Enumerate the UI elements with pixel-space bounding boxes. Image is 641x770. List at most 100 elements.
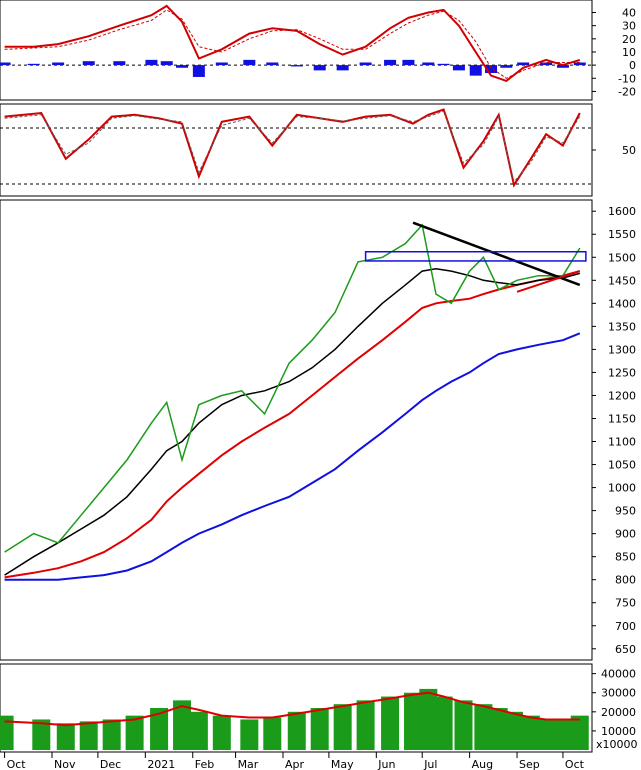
price-tick-label: 1550 (608, 228, 636, 241)
macd-histogram-bar (540, 62, 553, 66)
price-frame (0, 199, 593, 661)
macd-histogram-bar (176, 65, 189, 68)
macd-histogram-bar (27, 63, 40, 66)
oscillator-panel: 50 (0, 103, 636, 197)
oscillator-tick-label: 50 (622, 144, 636, 157)
macd-tick-label: 40 (622, 7, 636, 20)
price-tick-label: 1150 (608, 412, 636, 425)
macd-line (4, 4, 581, 83)
volume-bar (474, 704, 493, 750)
volume-tick-label: 10000 (601, 725, 636, 738)
price-tick-label: 1350 (608, 320, 636, 333)
x-axis: Oct Nov Dec 2021 Feb Mar Apr May Jun Jul Aug Sep Oct (4, 752, 585, 770)
price-tick-label: 1100 (608, 436, 636, 449)
x-tick-label: Jun (377, 758, 395, 770)
macd-tick-label: -20 (618, 85, 636, 98)
volume-bar (434, 696, 453, 750)
price-tick-label: 800 (615, 574, 636, 587)
x-tick-label: Feb (195, 758, 214, 770)
support-trendline (516, 270, 581, 293)
price-tick-label: 750 (615, 597, 636, 610)
macd-histogram-bar (160, 61, 173, 66)
x-tick-label: Nov (54, 758, 76, 770)
macd-histogram-bar (422, 62, 435, 66)
price-tick-label: 950 (615, 505, 636, 518)
volume-bar (287, 711, 306, 750)
macd-histogram (0, 59, 592, 77)
macd-histogram-bar (113, 61, 126, 66)
volume-tick-label: 20000 (601, 706, 636, 719)
macd-histogram-bar (485, 65, 498, 74)
macd-histogram-bar (243, 59, 256, 66)
volume-bar (570, 715, 589, 750)
price-tick-label: 650 (615, 643, 636, 656)
volume-bar (553, 719, 572, 750)
price-line (4, 223, 581, 553)
price-tick-label: 900 (615, 528, 636, 541)
volume-bar (125, 715, 144, 750)
volume-ma-line (4, 691, 580, 727)
volume-bar (404, 692, 423, 750)
volume-bar (189, 711, 208, 750)
volume-bar (489, 708, 508, 750)
volume-bar (537, 719, 556, 750)
macd-tick-label: 30 (622, 20, 636, 33)
x-tick-label: Apr (285, 758, 305, 770)
x-tick-label: May (331, 758, 354, 770)
volume-bar (56, 723, 75, 750)
volume-bar (32, 719, 51, 750)
price-tick-label: 850 (615, 551, 636, 564)
x-tick-label: Mar (238, 758, 259, 770)
x-tick-label: Oct (7, 758, 27, 770)
price-tick-label: 1400 (608, 297, 636, 310)
ma-50-line (4, 268, 580, 576)
volume-bar (310, 708, 329, 750)
macd-tick-label: -10 (618, 72, 636, 85)
macd-histogram-bar (452, 65, 465, 71)
price-tick-label: 1050 (608, 459, 636, 472)
volume-bar (419, 688, 438, 750)
volume-bar (102, 719, 121, 750)
volume-bar (521, 715, 540, 750)
volume-bar (263, 717, 282, 750)
volume-bars (0, 688, 589, 750)
volume-bar (240, 719, 259, 750)
macd-lines (4, 4, 581, 83)
price-tick-label: 1200 (608, 389, 636, 402)
volume-panel: 40000 30000 20000 10000 x10000 (0, 663, 638, 753)
volume-bar (212, 715, 231, 750)
resistance-trendline (412, 221, 581, 287)
volume-y-axis: 40000 30000 20000 10000 (592, 668, 636, 738)
x-tick-label: 2021 (147, 758, 175, 770)
macd-signal-line (4, 9, 580, 79)
volume-average-line (4, 691, 580, 727)
volume-bar (454, 700, 473, 750)
price-lines (4, 221, 587, 581)
macd-frame (0, 0, 593, 101)
macd-histogram-bar (215, 62, 228, 66)
oscillator-y-axis: 50 (592, 144, 636, 157)
macd-histogram-bar (145, 59, 158, 66)
x-tick-label: Aug (472, 758, 493, 770)
macd-histogram-bar (266, 62, 279, 66)
macd-histogram-bar (359, 62, 372, 66)
x-tick-label: Oct (565, 758, 585, 770)
macd-histogram-bar (82, 61, 95, 66)
price-y-axis: 1600 1550 1500 1450 1400 1350 1300 1250 1200 1150… (592, 205, 636, 656)
macd-histogram-bar (384, 59, 397, 66)
volume-bar (381, 696, 400, 750)
x-tick-label: Sep (519, 758, 540, 770)
volume-frame (0, 663, 593, 753)
price-tick-label: 1250 (608, 366, 636, 379)
ma-100-line (4, 270, 581, 579)
macd-histogram-bar (469, 65, 482, 76)
volume-bar (504, 711, 523, 750)
price-tick-label: 1500 (608, 251, 636, 264)
price-tick-label: 700 (615, 620, 636, 633)
volume-bar (173, 700, 192, 750)
macd-histogram-bar (52, 62, 65, 66)
macd-tick-label: 0 (629, 59, 636, 72)
volume-tick-label: 30000 (601, 687, 636, 700)
x-tick-label: Jul (423, 758, 437, 770)
